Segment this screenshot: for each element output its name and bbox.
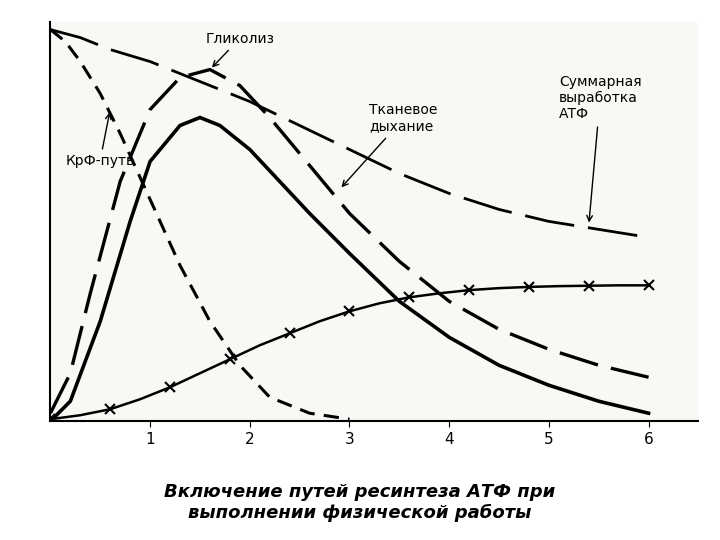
Text: Суммарная
выработка
АТФ: Суммарная выработка АТФ	[559, 75, 642, 221]
Text: Гликолиз: Гликолиз	[205, 31, 274, 66]
Text: Тканевое
дыхание: Тканевое дыхание	[343, 103, 438, 186]
Text: КрФ-путь: КрФ-путь	[66, 114, 135, 168]
Text: Включение путей ресинтеза АТФ при
выполнении физической работы: Включение путей ресинтеза АТФ при выполн…	[164, 483, 556, 522]
